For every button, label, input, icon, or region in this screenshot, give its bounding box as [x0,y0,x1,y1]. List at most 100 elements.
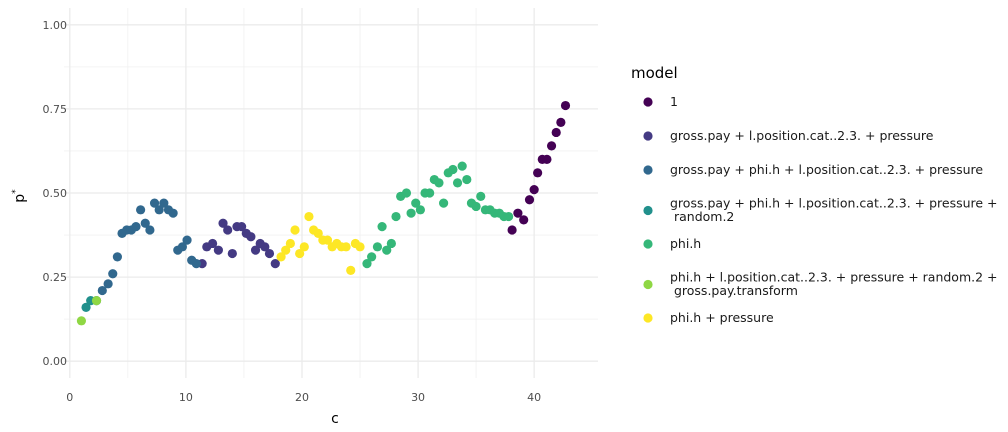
y-tick-label: 0.25 [43,271,68,284]
data-point [391,211,401,222]
y-axis-title-base: p [12,194,28,203]
data-point [560,100,571,111]
data-point [556,117,566,127]
data-point [218,218,228,228]
y-tick-label: 1.00 [43,19,68,32]
grid-lines [64,8,598,378]
data-point [304,211,314,222]
data-point [145,225,155,235]
data-point [112,252,122,262]
data-point [471,201,481,212]
data-point [223,225,233,235]
data-point [154,205,164,215]
data-point [299,242,309,252]
data-point [401,188,412,198]
y-tick-label: 0.50 [43,187,68,200]
data-point [452,178,463,188]
data-point [281,245,291,255]
data-point [346,265,356,275]
x-tick-label: 40 [527,391,541,404]
data-point [207,238,218,249]
data-point [264,248,275,259]
data-point [355,242,365,252]
legend-key [643,165,653,175]
data-point [285,238,295,249]
legend-label: gross.pay + phi.h + l.position.cat..2.3.… [670,162,983,177]
data-points [76,100,571,326]
legend-label: gross.pay + phi.h + l.position.cat..2.3.… [670,196,998,225]
data-point [260,242,270,252]
data-point [131,222,141,232]
data-point [295,248,305,259]
data-point [524,195,535,205]
data-point [406,208,416,218]
data-point [149,198,160,208]
legend-key [643,279,653,290]
data-point [237,222,247,232]
y-axis-title: p* [11,189,28,203]
data-point [290,225,300,235]
legend-label: gross.pay + l.position.cat..2.3. + press… [670,128,934,143]
data-point [425,188,435,198]
data-point [213,245,223,255]
data-point [546,141,557,151]
data-point [411,198,421,208]
x-tick-label: 10 [179,391,193,404]
data-point [457,161,467,171]
x-tick-label: 30 [411,391,425,404]
data-point [362,259,372,269]
data-point [140,218,150,228]
data-point [551,127,561,138]
data-point [182,235,192,245]
legend-title: model [631,64,678,82]
legend-items: 1 gross.pay + l.position.cat..2.3. + pres… [643,94,998,325]
legend-key [643,131,653,141]
data-point [529,185,539,195]
data-point [159,198,169,208]
data-point [97,285,107,296]
data-point [372,242,383,252]
data-point [191,259,201,269]
data-point [519,215,529,225]
data-point [341,242,351,252]
data-point [382,245,392,255]
data-point [322,235,333,245]
legend: model 1 gross.pay + l.position.cat..2.3. … [631,64,998,325]
data-point [367,252,377,262]
data-point [513,208,523,218]
data-point [276,252,286,262]
x-axis-ticks: 0 10 20 30 40 [66,391,541,404]
legend-label: phi.h [670,236,701,251]
data-point [476,191,486,201]
legend-key [643,205,653,216]
data-point [91,296,102,306]
x-tick-label: 20 [295,391,309,404]
data-point [504,211,514,222]
data-point [507,225,517,235]
data-point [168,208,178,218]
data-point [76,316,87,326]
data-point [415,205,425,215]
data-point [103,279,113,289]
legend-label: phi.h + pressure [670,310,774,325]
data-point [227,248,237,259]
legend-label: 1 [670,94,678,109]
y-tick-label: 0.00 [43,355,68,368]
data-point [81,302,91,312]
data-point [448,164,458,175]
legend-label: phi.h + l.position.cat..2.3. + pressure … [670,270,998,299]
legend-key [643,239,653,249]
data-point [108,269,118,279]
data-point [136,205,146,215]
data-point [250,245,261,255]
data-point [313,228,323,238]
y-tick-label: 0.75 [43,103,68,116]
data-point [434,178,444,188]
data-point [439,198,449,208]
y-axis-ticks: 0.00 0.25 0.50 0.75 1.00 [43,19,68,368]
x-axis-title: c [331,411,339,427]
data-point [386,238,396,249]
legend-key [643,97,653,107]
x-tick-label: 0 [66,391,73,404]
